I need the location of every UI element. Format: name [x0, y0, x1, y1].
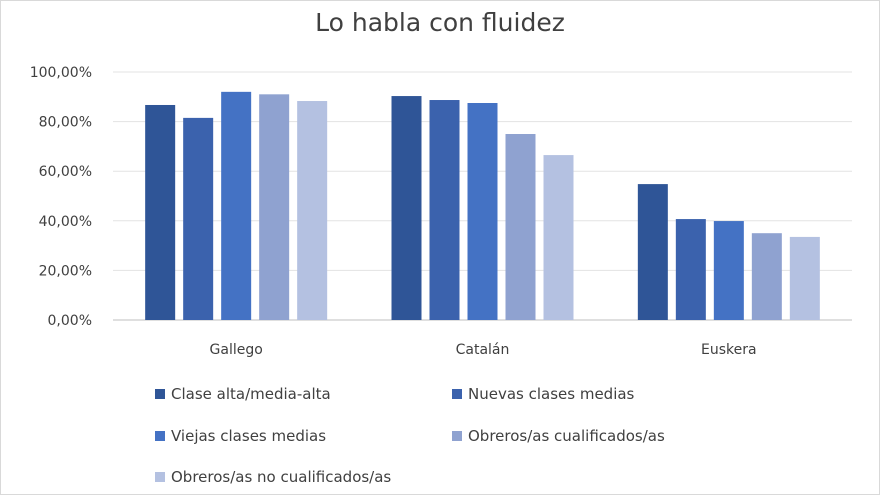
bar-euskera-4 [789, 236, 820, 320]
legend-swatch [155, 389, 165, 399]
legend-item: Obreros/as cualificados/as [452, 427, 665, 445]
bar-catalán-3 [505, 134, 536, 320]
legend-label: Clase alta/media-alta [171, 385, 331, 403]
bar-gallego-3 [259, 94, 290, 320]
x-tick-label: Gallego [210, 342, 263, 358]
legend-label: Nuevas clases medias [468, 385, 635, 403]
legend-label: Viejas clases medias [171, 427, 327, 445]
y-tick-label: 20,00% [39, 263, 92, 279]
bar-euskera-3 [751, 233, 782, 320]
bar-catalán-1 [429, 100, 460, 320]
y-tick-label: 60,00% [39, 164, 92, 180]
legend-item: Obreros/as no cualificados/as [155, 468, 391, 486]
legend-swatch [155, 431, 165, 441]
bar-catalán-2 [467, 103, 498, 320]
y-tick-label: 100,00% [30, 65, 92, 81]
y-tick-label: 0,00% [48, 313, 92, 329]
bar-catalán-4 [543, 155, 574, 320]
bar-gallego-1 [183, 117, 214, 320]
y-tick-label: 40,00% [39, 214, 92, 230]
bar-gallego-0 [145, 104, 176, 320]
legend-item: Clase alta/media-alta [155, 385, 331, 403]
legend-item: Nuevas clases medias [452, 385, 634, 403]
legend-swatch [452, 389, 462, 399]
legend-label: Obreros/as cualificados/as [468, 427, 665, 445]
bar-euskera-1 [675, 219, 706, 320]
x-tick-label: Euskera [701, 342, 757, 358]
bar-catalán-0 [391, 96, 422, 320]
y-tick-label: 80,00% [39, 115, 92, 131]
x-tick-label: Catalán [456, 342, 510, 358]
bar-gallego-4 [297, 101, 328, 321]
bar-gallego-2 [221, 91, 252, 320]
legend-item: Viejas clases medias [155, 427, 326, 445]
bar-euskera-0 [637, 184, 668, 320]
legend-swatch [452, 431, 462, 441]
chart-title: Lo habla con fluidez [315, 8, 565, 37]
legend-label: Obreros/as no cualificados/as [171, 468, 392, 486]
bar-euskera-2 [713, 221, 744, 320]
legend-swatch [155, 472, 165, 482]
